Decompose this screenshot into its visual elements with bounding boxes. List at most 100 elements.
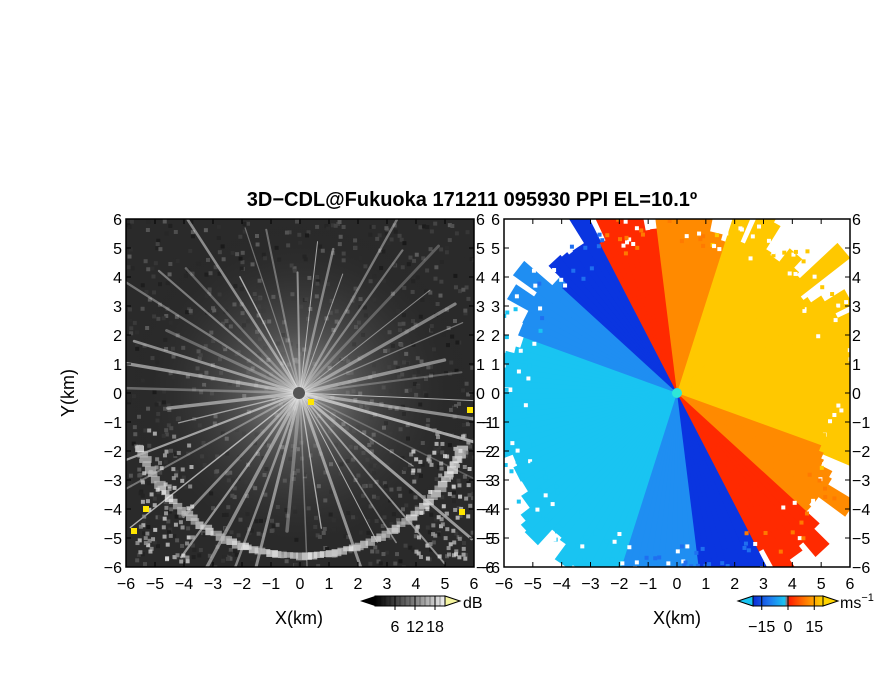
velocity-speckle (726, 212, 730, 216)
snr-clutter-cell (142, 461, 151, 467)
velocity-speckle (543, 493, 548, 498)
snr-noise-cell (198, 547, 203, 552)
snr-clutter-cell (414, 528, 419, 533)
snr-clutter-cell (453, 446, 458, 451)
snr-y-tick-label-right: 2 (476, 328, 485, 345)
snr-noise-cell (128, 473, 133, 478)
snr-noise-cell (190, 543, 195, 548)
snr-ray (126, 386, 302, 395)
snr-clutter-cell (290, 552, 299, 559)
snr-clutter-cell (405, 514, 418, 521)
velocity-speckle (515, 448, 520, 453)
velocity-speckle (504, 352, 509, 357)
snr-noise-cell (162, 219, 167, 224)
velocity-speckle (804, 511, 809, 516)
snr-ray (165, 328, 302, 395)
snr-clutter-cell (419, 502, 430, 509)
velocity-y-tick-label-right: −6 (852, 560, 870, 577)
velocity-speckle (841, 429, 846, 434)
velocity-y-tick-label: −3 (482, 473, 500, 490)
velocity-speckle (492, 435, 496, 439)
snr-hotspot (131, 528, 137, 534)
velocity-speckle (657, 555, 662, 560)
velocity-sector (572, 242, 677, 393)
snr-clutter-cell (468, 503, 473, 508)
snr-ray (285, 391, 302, 533)
snr-ray (298, 219, 398, 395)
velocity-speckle (530, 461, 535, 466)
snr-clutter-cell (414, 457, 419, 462)
velocity-speckle (635, 245, 640, 250)
snr-clutter-cell (415, 524, 420, 529)
snr-noise-cell (156, 238, 161, 243)
velocity-speckle (531, 442, 536, 447)
snr-hotspot (143, 506, 149, 512)
velocity-colorbar-tick-label: −15 (748, 619, 775, 636)
snr-noise-cell (392, 223, 397, 228)
snr-y-tick-label: −6 (104, 560, 122, 577)
snr-ray (129, 392, 301, 529)
snr-noise-cell (137, 467, 142, 472)
velocity-speckle (550, 502, 555, 507)
snr-clutter-cell (441, 476, 451, 483)
velocity-speckle (612, 539, 617, 544)
snr-clutter-cell (371, 536, 382, 542)
snr-ray (299, 392, 308, 567)
snr-noise-cell (128, 481, 133, 486)
snr-noise-cell (427, 530, 432, 535)
snr-noise-cell (158, 247, 163, 252)
velocity-y-tick-label-right: 6 (852, 212, 861, 229)
snr-ray (299, 371, 463, 394)
velocity-speckle (563, 283, 568, 288)
snr-noise-cell (221, 558, 226, 563)
snr-noise-cell (429, 547, 434, 552)
snr-clutter-cell (418, 459, 423, 464)
snr-clutter-cell (427, 454, 432, 459)
velocity-y-tick-label-right: −3 (852, 473, 870, 490)
snr-noise-cell (456, 505, 461, 510)
velocity-speckle (554, 484, 559, 489)
velocity-colorbar: −15 0 15 ms−1 (736, 592, 874, 636)
velocity-speckle (800, 305, 805, 310)
snr-clutter-cell (165, 557, 170, 562)
snr-clutter-cell (185, 541, 190, 546)
velocity-sector (677, 393, 742, 567)
snr-y-tick-label-right: 1 (476, 357, 485, 374)
velocity-speckle (527, 363, 532, 368)
snr-clutter-cell (158, 460, 163, 465)
velocity-speckle (518, 348, 523, 353)
snr-noise-cell (447, 223, 452, 228)
velocity-sector (521, 393, 677, 510)
velocity-speckle (533, 283, 538, 288)
snr-noise-cell (389, 237, 394, 242)
snr-clutter-cell (313, 551, 324, 558)
snr-noise-cell (168, 261, 173, 266)
snr-ray (184, 267, 302, 395)
snr-noise-cell (439, 247, 444, 252)
velocity-speckle (567, 238, 572, 243)
snr-ray (298, 391, 474, 444)
snr-noise-cell (412, 258, 417, 263)
snr-noise-cell (466, 296, 471, 301)
snr-radar-center-marker (293, 387, 305, 399)
velocity-speckle (821, 462, 826, 467)
snr-noise-cell (242, 222, 247, 227)
snr-clutter-cell (190, 518, 200, 525)
snr-y-tick-label: −1 (104, 415, 122, 432)
snr-noise-cell (425, 225, 430, 230)
velocity-sector (650, 227, 677, 393)
snr-noise-cell (175, 538, 180, 543)
velocity-speckle (855, 465, 859, 469)
snr-noise-cell (454, 231, 459, 236)
snr-noise-cell (227, 554, 232, 559)
snr-ray (126, 280, 302, 395)
snr-clutter-cell (360, 540, 369, 549)
snr-noise-cell (369, 224, 374, 229)
snr-noise-cell (151, 274, 156, 279)
velocity-sector (529, 393, 677, 481)
velocity-sector (643, 228, 677, 393)
velocity-sector (677, 393, 718, 561)
snr-clutter-cell (153, 527, 158, 532)
snr-clutter-cell (151, 537, 156, 542)
snr-noise-cell (398, 559, 403, 564)
